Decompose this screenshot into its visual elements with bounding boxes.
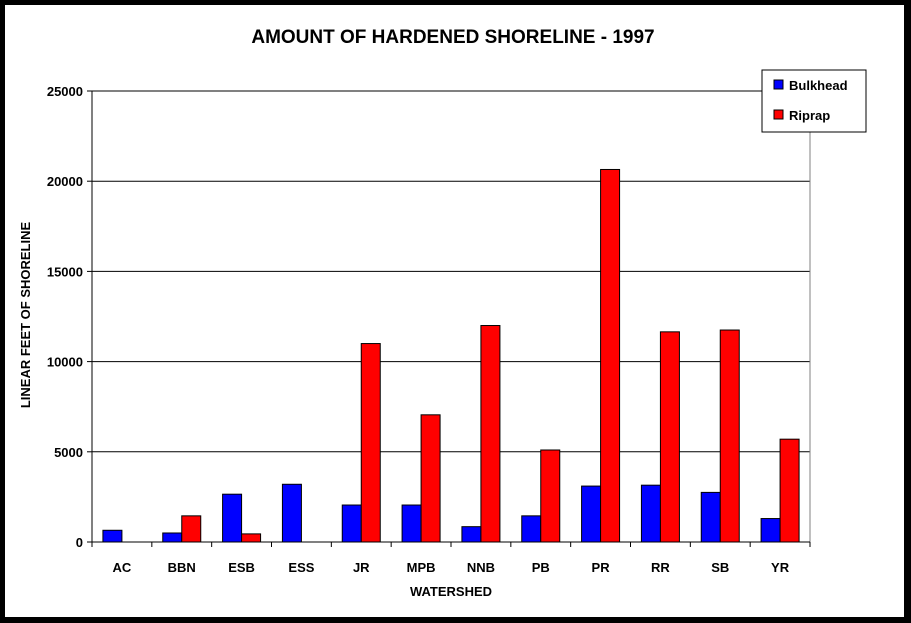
bar-riprap-yr (779, 438, 800, 543)
x-tick-label: RR (651, 560, 670, 575)
bar-bulkhead-nnb (461, 526, 482, 543)
bar-riprap-bbn (181, 515, 202, 543)
chart-title: AMOUNT OF HARDENED SHORELINE - 1997 (251, 27, 654, 48)
x-tick-label: MPB (407, 560, 436, 575)
bar-bulkhead-esb (222, 493, 243, 543)
legend-label-riprap: Riprap (789, 108, 830, 123)
bar-bulkhead-ess (281, 483, 302, 543)
y-tick-label: 0 (76, 535, 83, 550)
bar-riprap-jr (360, 343, 381, 543)
x-tick-label: ESB (228, 560, 255, 575)
bar-chart: AMOUNT OF HARDENED SHORELINE - 1997 0 500… (18, 27, 867, 599)
axes (91, 91, 811, 543)
y-tick-label: 15000 (47, 264, 83, 279)
legend-swatch-riprap (773, 109, 784, 120)
legend-swatch-bulkhead (773, 79, 784, 90)
y-tick-label: 25000 (47, 84, 83, 99)
y-axis-title: LINEAR FEET OF SHORELINE (18, 222, 33, 409)
x-tick-label: SB (711, 560, 729, 575)
bar-riprap-mpb (420, 414, 441, 543)
bar-bulkhead-pr (581, 485, 602, 543)
chart-page: AMOUNT OF HARDENED SHORELINE - 1997 0 500… (5, 5, 904, 617)
x-tick-labels: AC BBN ESB ESS JR MPB NNB PB PR RR SB YR (91, 542, 811, 575)
x-tick-label: NNB (467, 560, 495, 575)
bar-bulkhead-sb (700, 491, 721, 543)
x-tick-label: BBN (168, 560, 196, 575)
x-tick-label: YR (771, 560, 790, 575)
bar-riprap-rr (659, 331, 680, 543)
y-tick-labels: 0 5000 10000 15000 20000 25000 (47, 84, 92, 550)
bar-riprap-nnb (480, 325, 501, 543)
bar-bulkhead-pb (521, 515, 542, 543)
bar-bulkhead-yr (760, 518, 781, 543)
gridlines (92, 90, 810, 453)
x-tick-label: ESS (288, 560, 314, 575)
y-tick-label: 5000 (54, 445, 83, 460)
x-tick-label: PR (592, 560, 611, 575)
bar-bulkhead-ac (102, 529, 123, 543)
y-tick-label: 10000 (47, 355, 83, 370)
bar-riprap-sb (719, 329, 740, 543)
y-tick-label: 20000 (47, 174, 83, 189)
bar-riprap-pr (600, 168, 621, 543)
x-tick-label: PB (532, 560, 550, 575)
bar-bulkhead-rr (640, 484, 661, 543)
bars (102, 168, 800, 543)
bar-riprap-esb (241, 533, 262, 543)
bar-bulkhead-mpb (401, 504, 422, 543)
bar-bulkhead-jr (341, 504, 362, 543)
bar-bulkhead-bbn (162, 532, 183, 543)
x-tick-label: AC (113, 560, 132, 575)
bar-riprap-pb (540, 449, 561, 543)
x-tick-label: JR (353, 560, 370, 575)
legend-label-bulkhead: Bulkhead (789, 78, 848, 93)
x-axis-title: WATERSHED (410, 584, 492, 599)
legend: Bulkhead Riprap (761, 69, 867, 133)
